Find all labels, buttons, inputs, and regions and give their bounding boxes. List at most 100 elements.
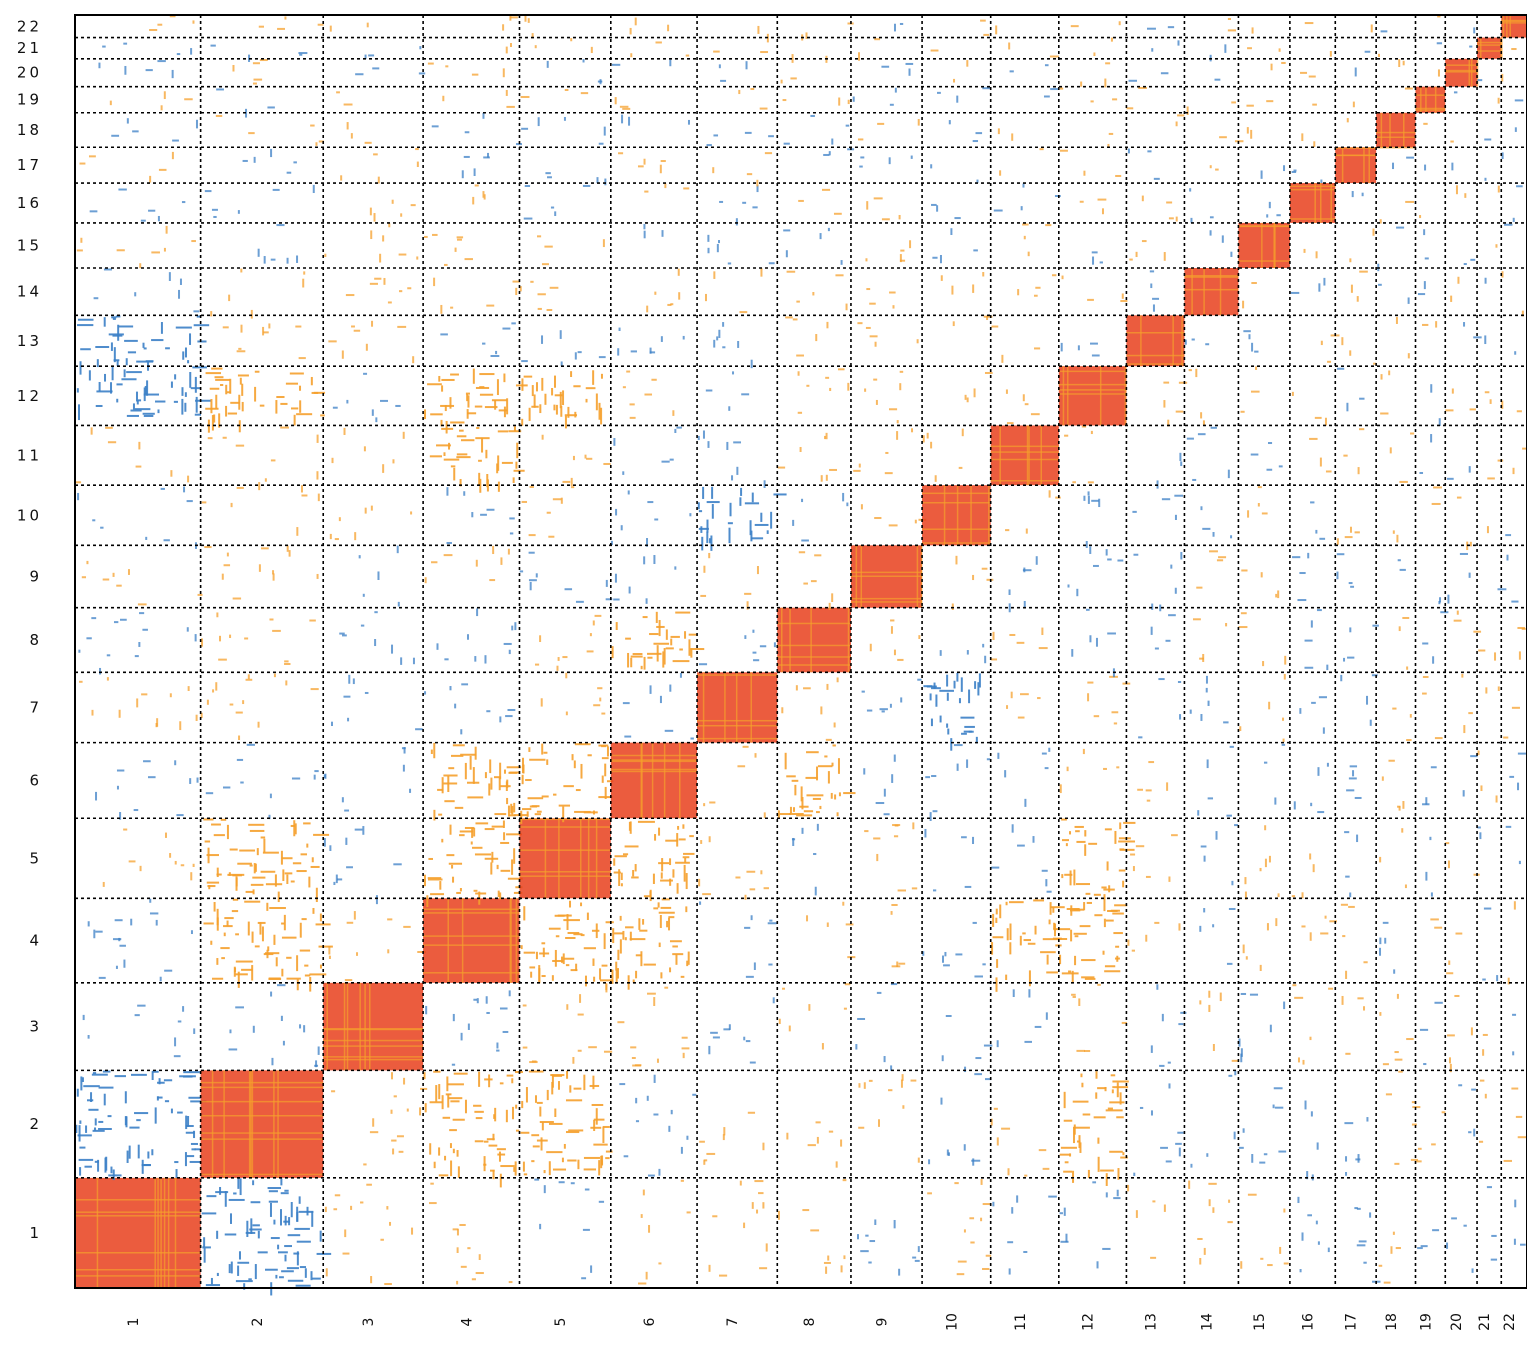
diagonal-stripe xyxy=(1477,44,1502,46)
contact-mark xyxy=(552,498,562,501)
contact-mark xyxy=(543,1185,546,1194)
contact-mark xyxy=(808,1004,811,1011)
contact-mark xyxy=(245,678,253,681)
contact-mark xyxy=(449,686,452,691)
contact-mark xyxy=(879,708,888,711)
contact-mark xyxy=(503,832,506,841)
contact-mark xyxy=(488,1074,491,1088)
contact-mark xyxy=(1314,416,1322,419)
contact-mark xyxy=(668,916,675,919)
contact-mark xyxy=(900,1079,903,1088)
contact-mark xyxy=(1240,1261,1243,1269)
contact-mark xyxy=(1045,879,1048,887)
contact-mark xyxy=(1402,801,1405,809)
y-tick-label: 20 xyxy=(17,64,42,82)
contact-mark xyxy=(788,1025,791,1032)
chromosome-grid xyxy=(75,15,1527,1288)
contact-mark xyxy=(722,322,725,327)
contact-mark xyxy=(1446,972,1454,975)
contact-mark xyxy=(1240,1053,1243,1063)
diagonal-stripe xyxy=(323,1039,424,1042)
contact-mark xyxy=(585,398,588,403)
contact-mark xyxy=(1487,477,1495,480)
contact-mark xyxy=(593,976,596,982)
contact-mark xyxy=(1227,469,1230,479)
contact-mark xyxy=(113,621,119,624)
contact-mark xyxy=(429,455,442,458)
contact-mark xyxy=(945,1015,952,1018)
contact-mark xyxy=(522,1004,527,1007)
contact-mark xyxy=(210,311,213,317)
y-tick-label: 2 xyxy=(29,1115,42,1133)
contact-mark xyxy=(440,404,455,407)
contact-mark xyxy=(806,915,809,922)
contact-mark xyxy=(320,414,325,417)
contact-mark xyxy=(1486,1186,1492,1189)
contact-mark xyxy=(1315,529,1318,534)
contact-mark xyxy=(309,973,327,976)
contact-mark xyxy=(486,479,489,492)
contact-mark xyxy=(1234,1070,1237,1076)
contact-mark xyxy=(1168,217,1174,220)
contact-mark xyxy=(1343,657,1346,662)
contact-mark xyxy=(1501,73,1504,82)
contact-mark xyxy=(254,386,257,402)
contact-mark xyxy=(632,869,635,877)
contact-mark xyxy=(441,777,444,794)
contact-mark xyxy=(1208,990,1211,998)
contact-mark xyxy=(1118,840,1136,843)
contact-mark xyxy=(1228,1074,1233,1077)
contact-mark xyxy=(1190,217,1193,223)
contact-mark xyxy=(840,1265,843,1273)
contact-mark xyxy=(635,1097,638,1104)
contact-mark xyxy=(1497,686,1500,691)
contact-mark xyxy=(248,1278,252,1281)
contact-mark xyxy=(467,1247,471,1250)
contact-mark xyxy=(951,603,954,610)
contact-mark xyxy=(295,1284,311,1287)
contact-mark xyxy=(652,873,655,884)
contact-mark xyxy=(1010,691,1013,699)
contact-mark xyxy=(1241,569,1248,572)
diagonal-stripe xyxy=(248,1070,251,1178)
contact-mark xyxy=(685,873,688,890)
contact-mark xyxy=(698,527,709,530)
diagonal-stripe xyxy=(1320,183,1322,223)
contact-mark xyxy=(371,320,374,327)
contact-mark xyxy=(1082,748,1085,755)
contact-mark xyxy=(739,497,742,506)
contact-mark xyxy=(1349,526,1352,533)
contact-mark xyxy=(346,866,353,869)
contact-mark xyxy=(1356,834,1359,843)
contact-mark xyxy=(1230,535,1233,539)
contact-mark xyxy=(1209,165,1212,169)
contact-mark xyxy=(249,829,265,832)
contact-mark xyxy=(123,42,128,45)
contact-mark xyxy=(1299,1269,1302,1273)
contact-mark xyxy=(240,324,243,333)
contact-mark xyxy=(512,477,515,483)
contact-mark xyxy=(1378,1264,1383,1267)
contact-mark xyxy=(598,1200,605,1203)
contact-mark xyxy=(457,1166,460,1178)
contact-mark xyxy=(97,1159,100,1172)
contact-mark xyxy=(1329,50,1332,57)
contact-mark xyxy=(1284,655,1287,665)
contact-mark xyxy=(1250,129,1253,139)
diagonal-block-2 xyxy=(200,1070,324,1178)
contact-mark xyxy=(1480,785,1483,792)
contact-mark xyxy=(847,99,850,105)
contact-mark xyxy=(996,1137,999,1146)
contact-mark xyxy=(1121,1021,1127,1024)
contact-mark xyxy=(174,1161,179,1164)
contact-mark xyxy=(382,235,385,242)
contact-mark xyxy=(453,1072,468,1075)
contact-mark xyxy=(368,54,375,57)
diagonal-stripe xyxy=(724,672,726,743)
contact-mark xyxy=(102,578,110,581)
contact-mark xyxy=(545,172,551,175)
contact-mark xyxy=(446,854,455,857)
diagonal-stripe xyxy=(777,644,851,647)
contact-mark xyxy=(278,1251,288,1254)
contact-mark xyxy=(735,218,738,226)
